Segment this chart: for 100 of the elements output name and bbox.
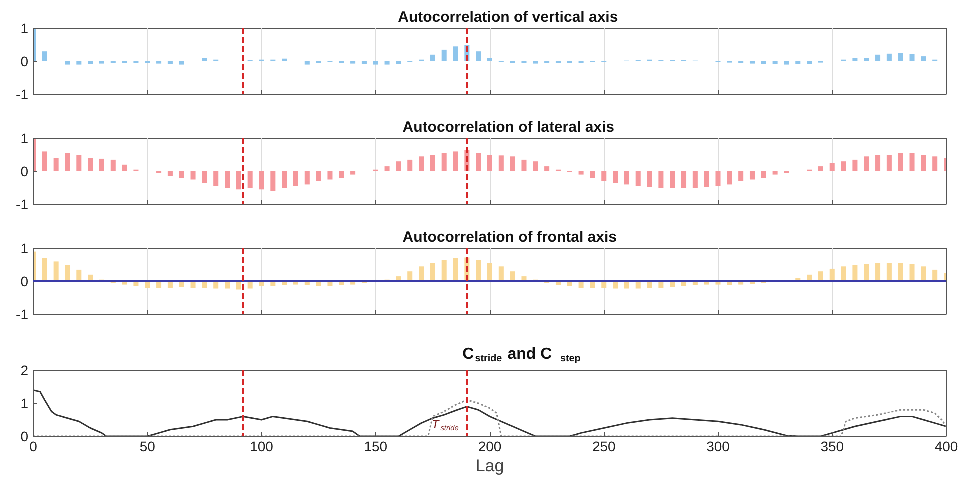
bar (88, 62, 94, 64)
x-tick-label: 300 (706, 438, 730, 454)
chart-title: Autocorrelation of frontal axis (402, 229, 617, 246)
bar (772, 172, 778, 175)
bar (248, 172, 253, 188)
bar (328, 172, 333, 180)
y-tick-label: 1 (20, 396, 29, 412)
y-tick-label: 1 (20, 130, 29, 146)
bar (910, 153, 915, 172)
bar (670, 172, 676, 188)
bar (750, 172, 755, 180)
bar (682, 172, 687, 188)
bar (339, 172, 344, 178)
bar (430, 155, 436, 172)
y-tick-label: -1 (16, 86, 29, 102)
bar (932, 156, 938, 172)
bar (658, 172, 664, 188)
bar (921, 155, 926, 172)
bar (921, 266, 926, 282)
y-tick-label: 2 (20, 362, 29, 378)
bar (692, 172, 698, 188)
x-tick-label: 350 (820, 438, 844, 454)
bar (498, 266, 504, 282)
y-tick-label: 1 (20, 20, 29, 36)
bar (522, 160, 527, 172)
bar (42, 258, 48, 282)
bar (796, 62, 801, 64)
bar (761, 172, 766, 178)
bar (476, 153, 482, 172)
bar (225, 172, 230, 188)
x-tick-label: 200 (478, 438, 502, 454)
bar (544, 166, 550, 172)
bar (704, 172, 710, 188)
bar (122, 164, 128, 172)
bar (624, 172, 630, 185)
bar (76, 62, 82, 65)
bar (236, 172, 242, 190)
bar (864, 58, 870, 62)
bar (510, 272, 516, 282)
bar (442, 260, 447, 282)
bar (110, 160, 116, 172)
bar (293, 172, 298, 186)
bar (487, 155, 493, 172)
bar (830, 163, 835, 172)
y-tick-label: 0 (20, 164, 29, 180)
bar (168, 172, 173, 176)
bar (498, 156, 504, 172)
y-tick-label: 0 (20, 274, 29, 290)
bar (42, 152, 48, 172)
y-tick-label: -1 (16, 306, 29, 322)
bar (533, 162, 538, 172)
bar (396, 62, 402, 64)
bar (76, 270, 82, 282)
bar (602, 172, 607, 182)
bar (578, 172, 584, 175)
bar (647, 172, 652, 188)
bar (419, 156, 424, 172)
bar (88, 158, 94, 172)
y-tick-label: 0 (20, 54, 29, 70)
bar (716, 172, 721, 186)
bar (179, 62, 184, 65)
bar (453, 46, 458, 62)
bar (841, 162, 846, 172)
bar (373, 62, 378, 65)
bar (932, 270, 938, 282)
bar (350, 172, 356, 175)
x-tick-label: 250 (592, 438, 616, 454)
bar (910, 54, 915, 62)
bar (772, 62, 778, 64)
bar (190, 172, 196, 180)
bar (852, 160, 858, 172)
y-tick-label: -1 (16, 196, 29, 212)
bar (864, 264, 870, 282)
bar (54, 262, 59, 282)
bar (727, 172, 732, 185)
bar (408, 160, 413, 172)
bar (886, 155, 892, 172)
y-tick-label: 0 (20, 428, 29, 444)
x-axis-title: Lag (476, 456, 504, 476)
bar (179, 172, 184, 178)
bar (864, 156, 870, 172)
bar (430, 54, 436, 62)
x-tick-label: 150 (364, 438, 388, 454)
bar (168, 62, 173, 64)
bar (476, 260, 482, 282)
bar (761, 62, 766, 64)
bar (304, 172, 310, 185)
y-tick-label: 1 (20, 240, 29, 256)
bar (42, 52, 48, 62)
chart-title: Autocorrelation of vertical axis (398, 9, 618, 26)
bar (590, 172, 596, 178)
bar (362, 62, 367, 64)
bar (270, 172, 276, 192)
bar (898, 153, 904, 172)
bar (510, 156, 516, 172)
bar (65, 265, 70, 282)
bar (898, 53, 904, 62)
bar (476, 52, 482, 62)
bar (876, 155, 881, 172)
bar (487, 263, 493, 282)
